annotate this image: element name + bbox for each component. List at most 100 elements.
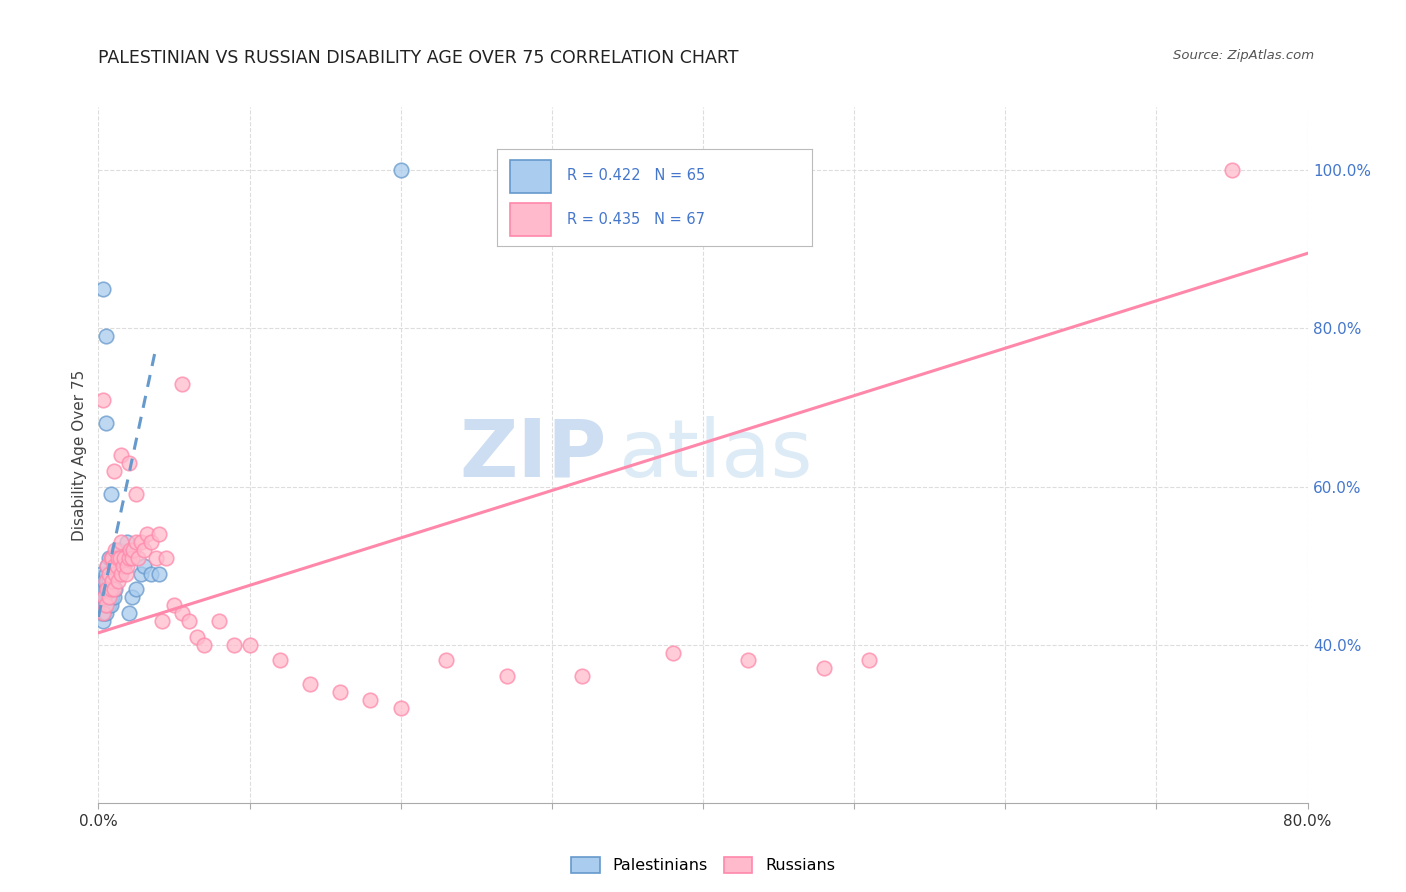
Point (101, 574, 124, 589)
Point (110, 535, 132, 549)
Point (125, 582, 148, 597)
Point (662, 646, 685, 660)
Point (148, 566, 170, 581)
Point (132, 558, 155, 573)
Point (170, 376, 193, 391)
Point (121, 550, 143, 565)
Point (107, 542, 129, 557)
Point (125, 487, 148, 501)
Point (98, 591, 121, 605)
Point (89, 606, 111, 620)
Point (100, 550, 122, 565)
Point (120, 542, 142, 557)
Point (94, 574, 117, 589)
Point (112, 558, 135, 573)
Point (132, 542, 155, 557)
Y-axis label: Disability Age Over 75: Disability Age Over 75 (72, 369, 87, 541)
Point (91, 591, 114, 605)
Point (94, 566, 117, 581)
Point (127, 550, 149, 565)
Point (94, 591, 117, 605)
Point (110, 448, 132, 462)
Point (129, 566, 152, 581)
Point (115, 535, 138, 549)
Point (94, 598, 117, 612)
Point (118, 606, 141, 620)
Point (90, 591, 112, 605)
Point (122, 542, 145, 557)
Text: atlas: atlas (619, 416, 813, 494)
Point (96, 591, 118, 605)
Point (118, 550, 141, 565)
Point (96, 598, 118, 612)
Point (89, 591, 111, 605)
Point (93, 606, 115, 620)
Point (858, 653, 880, 667)
Point (141, 566, 163, 581)
Point (193, 638, 215, 652)
Point (107, 574, 129, 589)
Point (91, 392, 114, 407)
Point (104, 542, 127, 557)
Point (94, 329, 117, 343)
Point (118, 456, 141, 470)
Point (100, 591, 122, 605)
Point (101, 550, 124, 565)
Point (100, 487, 122, 501)
Point (112, 550, 135, 565)
Point (94, 606, 117, 620)
Point (103, 582, 125, 597)
Point (208, 614, 231, 628)
Point (108, 550, 131, 565)
Point (104, 566, 127, 581)
Text: ZIP: ZIP (458, 416, 606, 494)
Point (105, 558, 128, 573)
Point (91, 606, 114, 620)
Point (269, 653, 291, 667)
Point (90, 582, 112, 597)
Point (104, 582, 127, 597)
Point (239, 638, 262, 652)
Point (98, 566, 121, 581)
Point (110, 558, 132, 573)
Point (103, 591, 125, 605)
Point (114, 566, 136, 581)
Text: Source: ZipAtlas.com: Source: ZipAtlas.com (1174, 49, 1315, 62)
Point (93, 574, 115, 589)
Point (93, 591, 115, 605)
Point (179, 614, 201, 628)
Point (434, 653, 457, 667)
Point (91, 282, 114, 296)
Point (103, 558, 125, 573)
Point (125, 535, 148, 549)
Point (155, 550, 177, 565)
Point (98, 574, 121, 589)
Point (135, 527, 157, 541)
Point (101, 591, 124, 605)
Point (91, 582, 114, 597)
Point (107, 550, 129, 565)
Point (100, 598, 122, 612)
Point (101, 574, 124, 589)
Point (93, 598, 115, 612)
Point (360, 693, 382, 707)
Point (115, 558, 138, 573)
Point (111, 558, 134, 573)
Point (105, 566, 128, 581)
Point (329, 685, 352, 699)
Point (96, 574, 118, 589)
Point (103, 464, 125, 478)
Point (90, 574, 112, 589)
Point (90, 606, 112, 620)
Point (224, 638, 246, 652)
Point (108, 566, 131, 581)
Text: PALESTINIAN VS RUSSIAN DISABILITY AGE OVER 75 CORRELATION CHART: PALESTINIAN VS RUSSIAN DISABILITY AGE OV… (98, 49, 740, 67)
Point (110, 566, 132, 581)
Point (389, 163, 412, 178)
Point (737, 653, 759, 667)
Point (91, 598, 114, 612)
Point (141, 535, 163, 549)
Point (103, 550, 125, 565)
Point (91, 614, 114, 628)
Point (90, 598, 112, 612)
